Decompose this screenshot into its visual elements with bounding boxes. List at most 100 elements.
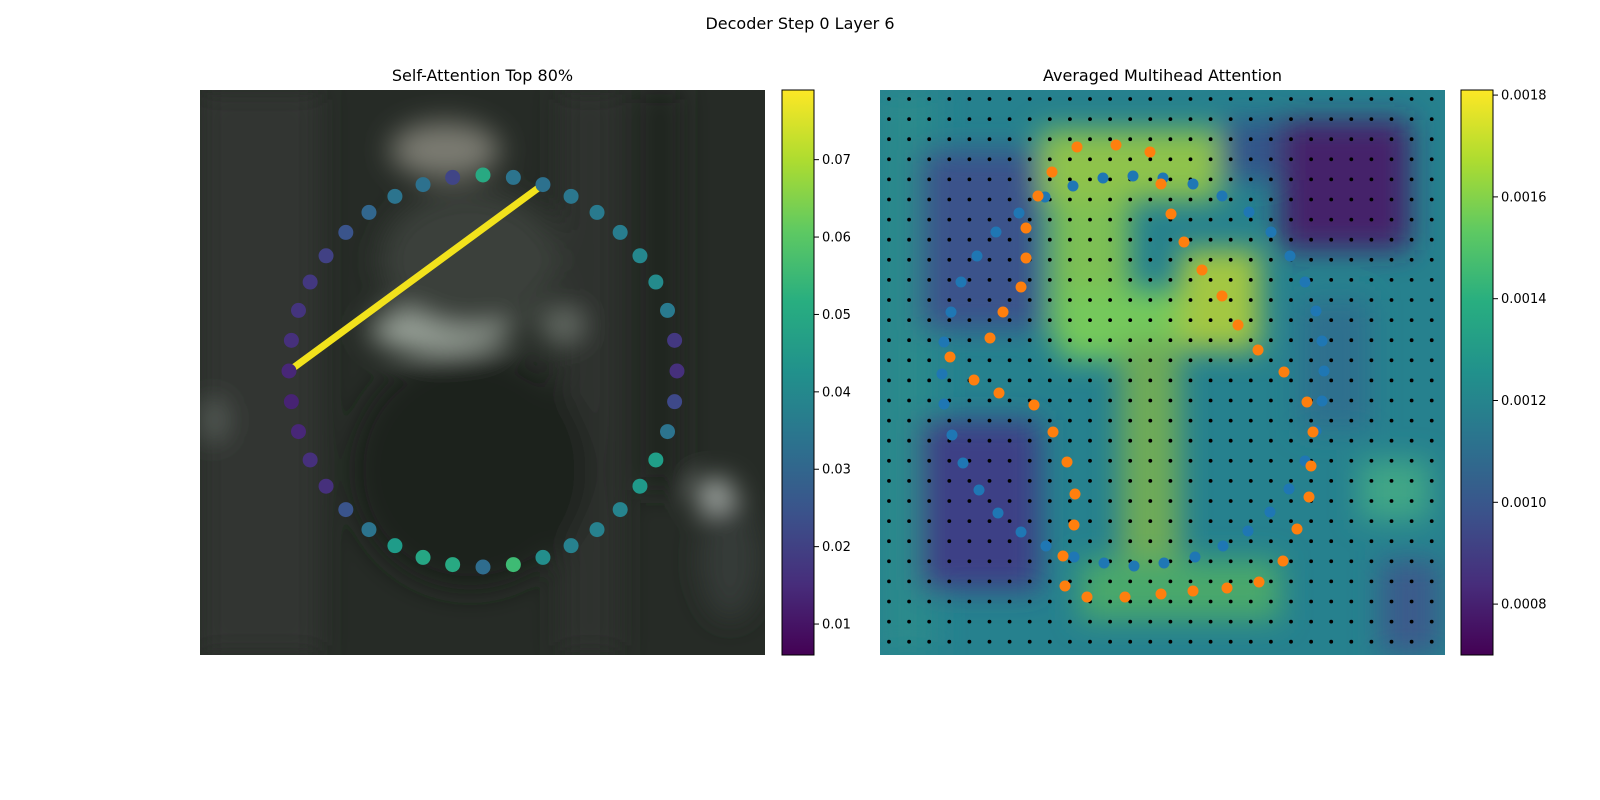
- grid-dot: [1389, 217, 1394, 222]
- grid-dot: [1228, 338, 1233, 343]
- colorbar-tick-label: 0.05: [822, 308, 851, 323]
- grid-dot: [1409, 157, 1414, 162]
- grid-dot: [987, 318, 992, 322]
- grid-dot: [1007, 398, 1012, 403]
- grid-dot: [1228, 499, 1233, 503]
- grid-dot: [1289, 418, 1293, 423]
- grid-dot: [1228, 217, 1233, 222]
- grid-dot: [1389, 257, 1394, 262]
- grid-dot: [1369, 458, 1374, 463]
- colorbar-tick-label: 0.0014: [1501, 292, 1547, 307]
- grid-dot: [987, 378, 992, 383]
- grid-dot: [1289, 217, 1293, 222]
- grid-dot: [947, 458, 952, 463]
- orange-point: [997, 306, 1009, 318]
- grid-dot: [1088, 479, 1092, 483]
- grid-dot: [927, 257, 932, 262]
- grid-dot: [1188, 117, 1193, 121]
- grid-dot: [1369, 217, 1374, 222]
- grid-dot: [1027, 639, 1032, 644]
- grid-dot: [947, 519, 952, 523]
- grid-dot: [1289, 97, 1293, 101]
- grid-dot: [1248, 117, 1253, 121]
- orange-point: [1081, 591, 1093, 603]
- grid-dot: [1349, 519, 1354, 523]
- grid-dot: [1329, 237, 1334, 242]
- grid-dot: [1027, 318, 1032, 322]
- grid-dot: [1027, 458, 1032, 463]
- grid-dot: [1248, 338, 1253, 343]
- grid-dot: [1128, 579, 1133, 584]
- grid-dot: [1148, 237, 1153, 242]
- grid-dot: [1188, 298, 1193, 302]
- grid-dot: [1349, 97, 1354, 101]
- blue-point: [1097, 172, 1109, 184]
- grid-dot: [1168, 197, 1173, 202]
- grid-dot: [1409, 579, 1414, 584]
- grid-dot: [1349, 418, 1354, 423]
- grid-dot: [1068, 97, 1072, 101]
- grid-dot: [1389, 559, 1394, 564]
- grid-dot: [1228, 519, 1233, 523]
- orange-point: [1253, 576, 1265, 588]
- blue-point: [1310, 305, 1322, 317]
- grid-dot: [1208, 278, 1213, 282]
- grid-dot: [907, 398, 911, 403]
- grid-dot: [1128, 599, 1133, 604]
- grid-dot: [1369, 599, 1374, 604]
- grid-dot: [927, 217, 932, 222]
- grid-dot: [1128, 418, 1133, 423]
- grid-dot: [1108, 398, 1112, 403]
- grid-dot: [1309, 177, 1313, 182]
- grid-dot: [1389, 97, 1394, 101]
- grid-dot: [1369, 579, 1374, 584]
- grid-dot: [1208, 257, 1213, 262]
- grid-dot: [1329, 318, 1334, 322]
- grid-dot: [1409, 117, 1414, 121]
- grid-dot: [1409, 599, 1414, 604]
- grid-dot: [907, 639, 911, 644]
- grid-dot: [887, 559, 891, 564]
- grid-dot: [1208, 358, 1213, 363]
- grid-dot: [1269, 398, 1273, 403]
- orange-point: [1020, 252, 1032, 264]
- grid-dot: [987, 438, 992, 443]
- grid-dot: [1429, 298, 1434, 302]
- blue-point: [1187, 178, 1199, 190]
- grid-dot: [1309, 117, 1313, 121]
- orange-point: [1068, 519, 1080, 531]
- grid-dot: [1369, 97, 1374, 101]
- grid-dot: [967, 237, 972, 242]
- self-attention-title: Self-Attention Top 80%: [391, 66, 574, 85]
- attention-point: [632, 248, 648, 264]
- grid-dot: [1047, 579, 1052, 584]
- grid-dot: [1068, 619, 1072, 624]
- grid-dot: [1349, 237, 1354, 242]
- grid-dot: [1068, 318, 1072, 322]
- grid-dot: [1309, 257, 1313, 262]
- grid-dot: [1329, 257, 1334, 262]
- orange-point: [1196, 264, 1208, 276]
- grid-dot: [1088, 639, 1092, 644]
- grid-dot: [1329, 579, 1334, 584]
- grid-dot: [1269, 619, 1273, 624]
- grid-dot: [1409, 519, 1414, 523]
- grid-dot: [1047, 599, 1052, 604]
- grid-dot: [1088, 358, 1092, 363]
- grid-dot: [1088, 237, 1092, 242]
- grid-dot: [1269, 137, 1273, 142]
- grid-dot: [907, 579, 911, 584]
- grid-dot: [1429, 177, 1434, 182]
- grid-dot: [967, 438, 972, 443]
- grid-dot: [1309, 157, 1313, 162]
- multihead-colorbar-ticks: 0.0008 0.0010 0.0012 0.0014 0.0016 0.0018: [1493, 89, 1547, 613]
- grid-dot: [967, 338, 972, 343]
- grid-dot: [1389, 157, 1394, 162]
- attention-point: [302, 452, 318, 468]
- grid-dot: [1047, 458, 1052, 463]
- orange-point: [1232, 319, 1244, 331]
- grid-dot: [927, 398, 932, 403]
- grid-dot: [1429, 157, 1434, 162]
- attention-point: [667, 394, 683, 410]
- attention-point: [535, 177, 551, 193]
